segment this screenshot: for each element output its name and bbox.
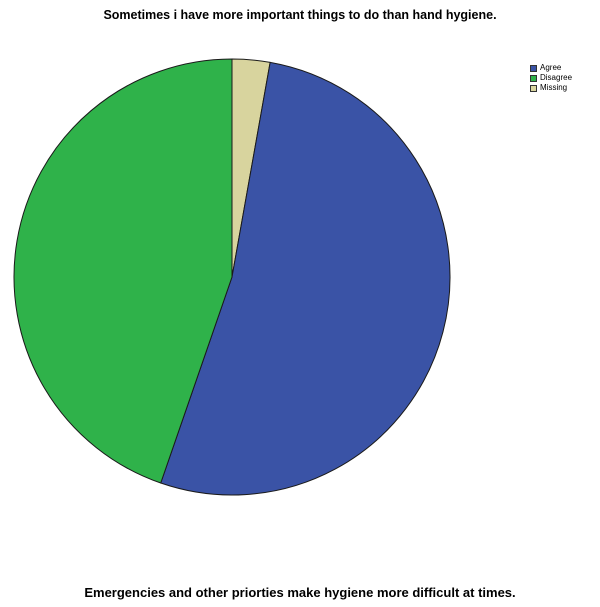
legend-item-agree: Agree [530, 63, 572, 73]
pie-slice-agree [160, 61, 451, 496]
pie-slice-disagree [13, 58, 233, 484]
legend-label-missing: Missing [540, 83, 568, 92]
legend-label-disagree: Disagree [540, 73, 573, 82]
legend-item-missing: Missing [530, 83, 572, 93]
legend-swatch-disagree [530, 74, 537, 82]
legend-label-agree: Agree [540, 63, 562, 72]
legend-item-disagree: Disagree [530, 73, 572, 83]
legend-swatch-agree [530, 64, 537, 72]
legend-swatch-missing [530, 84, 537, 92]
legend: Agree Disagree Missing [530, 63, 572, 93]
chart-title: Sometimes i have more important things t… [103, 8, 497, 22]
next-chart-title: Emergencies and other priorties make hyg… [84, 585, 516, 600]
